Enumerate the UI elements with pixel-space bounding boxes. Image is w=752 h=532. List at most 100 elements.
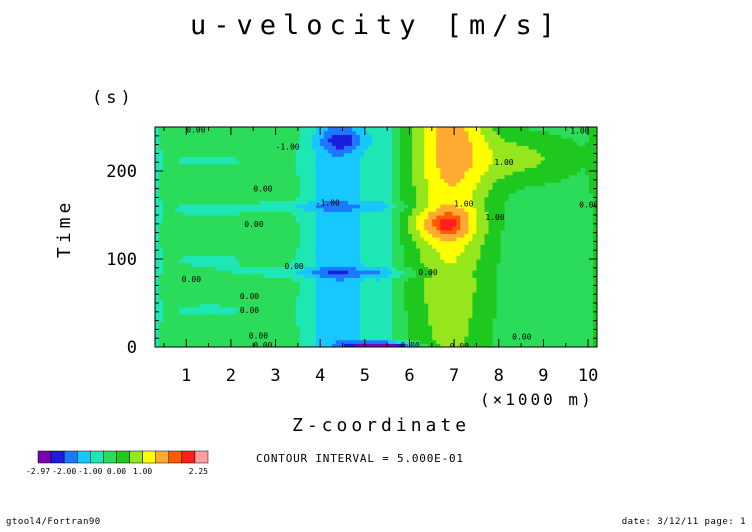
contour-cell bbox=[363, 163, 369, 168]
contour-cell bbox=[359, 288, 365, 293]
contour-cell bbox=[163, 244, 168, 249]
contour-cell bbox=[223, 292, 228, 297]
contour-cell bbox=[484, 237, 490, 242]
contour-cell bbox=[295, 156, 301, 161]
contour-cell bbox=[319, 171, 325, 176]
contour-cell bbox=[339, 174, 345, 179]
contour-cell bbox=[267, 215, 273, 220]
contour-cell bbox=[412, 196, 417, 201]
contour-cell bbox=[211, 248, 216, 253]
contour-cell bbox=[367, 303, 373, 308]
contour-cell bbox=[327, 211, 333, 216]
contour-cell bbox=[476, 237, 482, 242]
contour-cell bbox=[179, 178, 184, 183]
contour-cell bbox=[231, 295, 236, 300]
contour-cell bbox=[183, 336, 188, 341]
contour-cell bbox=[199, 281, 204, 286]
contour-cell bbox=[396, 182, 401, 187]
contour-cell bbox=[376, 240, 381, 245]
contour-cell bbox=[195, 237, 200, 242]
contour-cell bbox=[287, 145, 293, 150]
contour-cell bbox=[355, 215, 361, 220]
contour-cell bbox=[432, 160, 437, 165]
contour-cell bbox=[191, 284, 196, 289]
contour-cell bbox=[183, 215, 188, 220]
contour-cell bbox=[187, 174, 192, 179]
contour-cell bbox=[227, 281, 232, 286]
contour-cell bbox=[203, 178, 208, 183]
contour-cell bbox=[283, 270, 289, 275]
contour-cell bbox=[183, 295, 188, 300]
contour-cell bbox=[215, 222, 220, 227]
contour-cell bbox=[323, 160, 329, 165]
contour-cell bbox=[420, 211, 425, 216]
contour-cell bbox=[355, 163, 361, 168]
contour-cell bbox=[408, 200, 413, 205]
contour-cell bbox=[408, 339, 413, 344]
contour-cell bbox=[235, 277, 240, 282]
contour-cell bbox=[155, 237, 160, 242]
contour-cell bbox=[171, 138, 176, 143]
contour-cell bbox=[351, 244, 357, 249]
contour-cell bbox=[259, 145, 265, 150]
contour-cell bbox=[299, 174, 305, 179]
contour-cell bbox=[295, 145, 301, 150]
contour-cell bbox=[484, 189, 490, 194]
contour-cell bbox=[191, 303, 196, 308]
contour-cell bbox=[159, 218, 164, 223]
contour-cell bbox=[464, 325, 470, 330]
contour-cell bbox=[384, 277, 389, 282]
contour-cell bbox=[263, 196, 269, 201]
contour-cell bbox=[412, 218, 417, 223]
contour-cell bbox=[299, 303, 305, 308]
contour-cell bbox=[380, 288, 385, 293]
contour-cell bbox=[287, 273, 293, 278]
contour-cell bbox=[428, 310, 433, 315]
contour-cell bbox=[259, 141, 265, 146]
contour-cell bbox=[311, 259, 317, 264]
contour-cell bbox=[363, 339, 369, 344]
contour-cell bbox=[183, 163, 188, 168]
contour-cell bbox=[163, 273, 168, 278]
contour-cell bbox=[163, 336, 168, 341]
contour-cell bbox=[456, 167, 461, 172]
contour-cell bbox=[331, 270, 337, 275]
contour-cell bbox=[476, 295, 482, 300]
contour-cell bbox=[275, 226, 281, 231]
contour-cell bbox=[323, 332, 329, 337]
contour-cell bbox=[287, 332, 293, 337]
contour-cell bbox=[412, 152, 417, 157]
contour-cell bbox=[440, 240, 445, 245]
contour-cell bbox=[412, 167, 417, 172]
contour-cell bbox=[203, 317, 208, 322]
contour-cell bbox=[367, 339, 373, 344]
contour-cell bbox=[404, 339, 409, 344]
contour-cell bbox=[444, 343, 449, 347]
contour-cell bbox=[239, 134, 244, 139]
contour-cell bbox=[319, 292, 325, 297]
contour-cell bbox=[283, 141, 289, 146]
contour-cell bbox=[247, 174, 253, 179]
contour-cell bbox=[396, 200, 401, 205]
contour-cell bbox=[456, 332, 461, 337]
contour-cell bbox=[259, 178, 265, 183]
contour-cell bbox=[424, 218, 429, 223]
contour-cell bbox=[223, 204, 228, 209]
contour-cell bbox=[408, 277, 413, 282]
contour-cell bbox=[432, 226, 437, 231]
contour-cell bbox=[400, 138, 405, 143]
contour-cell bbox=[203, 171, 208, 176]
contour-cell bbox=[231, 200, 236, 205]
contour-cell bbox=[239, 266, 244, 271]
contour-cell bbox=[464, 130, 470, 135]
contour-cell bbox=[307, 244, 313, 249]
contour-cell bbox=[404, 189, 409, 194]
contour-cell bbox=[263, 193, 269, 198]
contour-cell bbox=[371, 328, 377, 333]
contour-cell bbox=[480, 222, 486, 227]
contour-cell bbox=[227, 167, 232, 172]
contour-cell bbox=[335, 145, 341, 150]
contour-cell bbox=[367, 204, 373, 209]
contour-cell bbox=[440, 328, 445, 333]
contour-cell bbox=[175, 299, 180, 304]
